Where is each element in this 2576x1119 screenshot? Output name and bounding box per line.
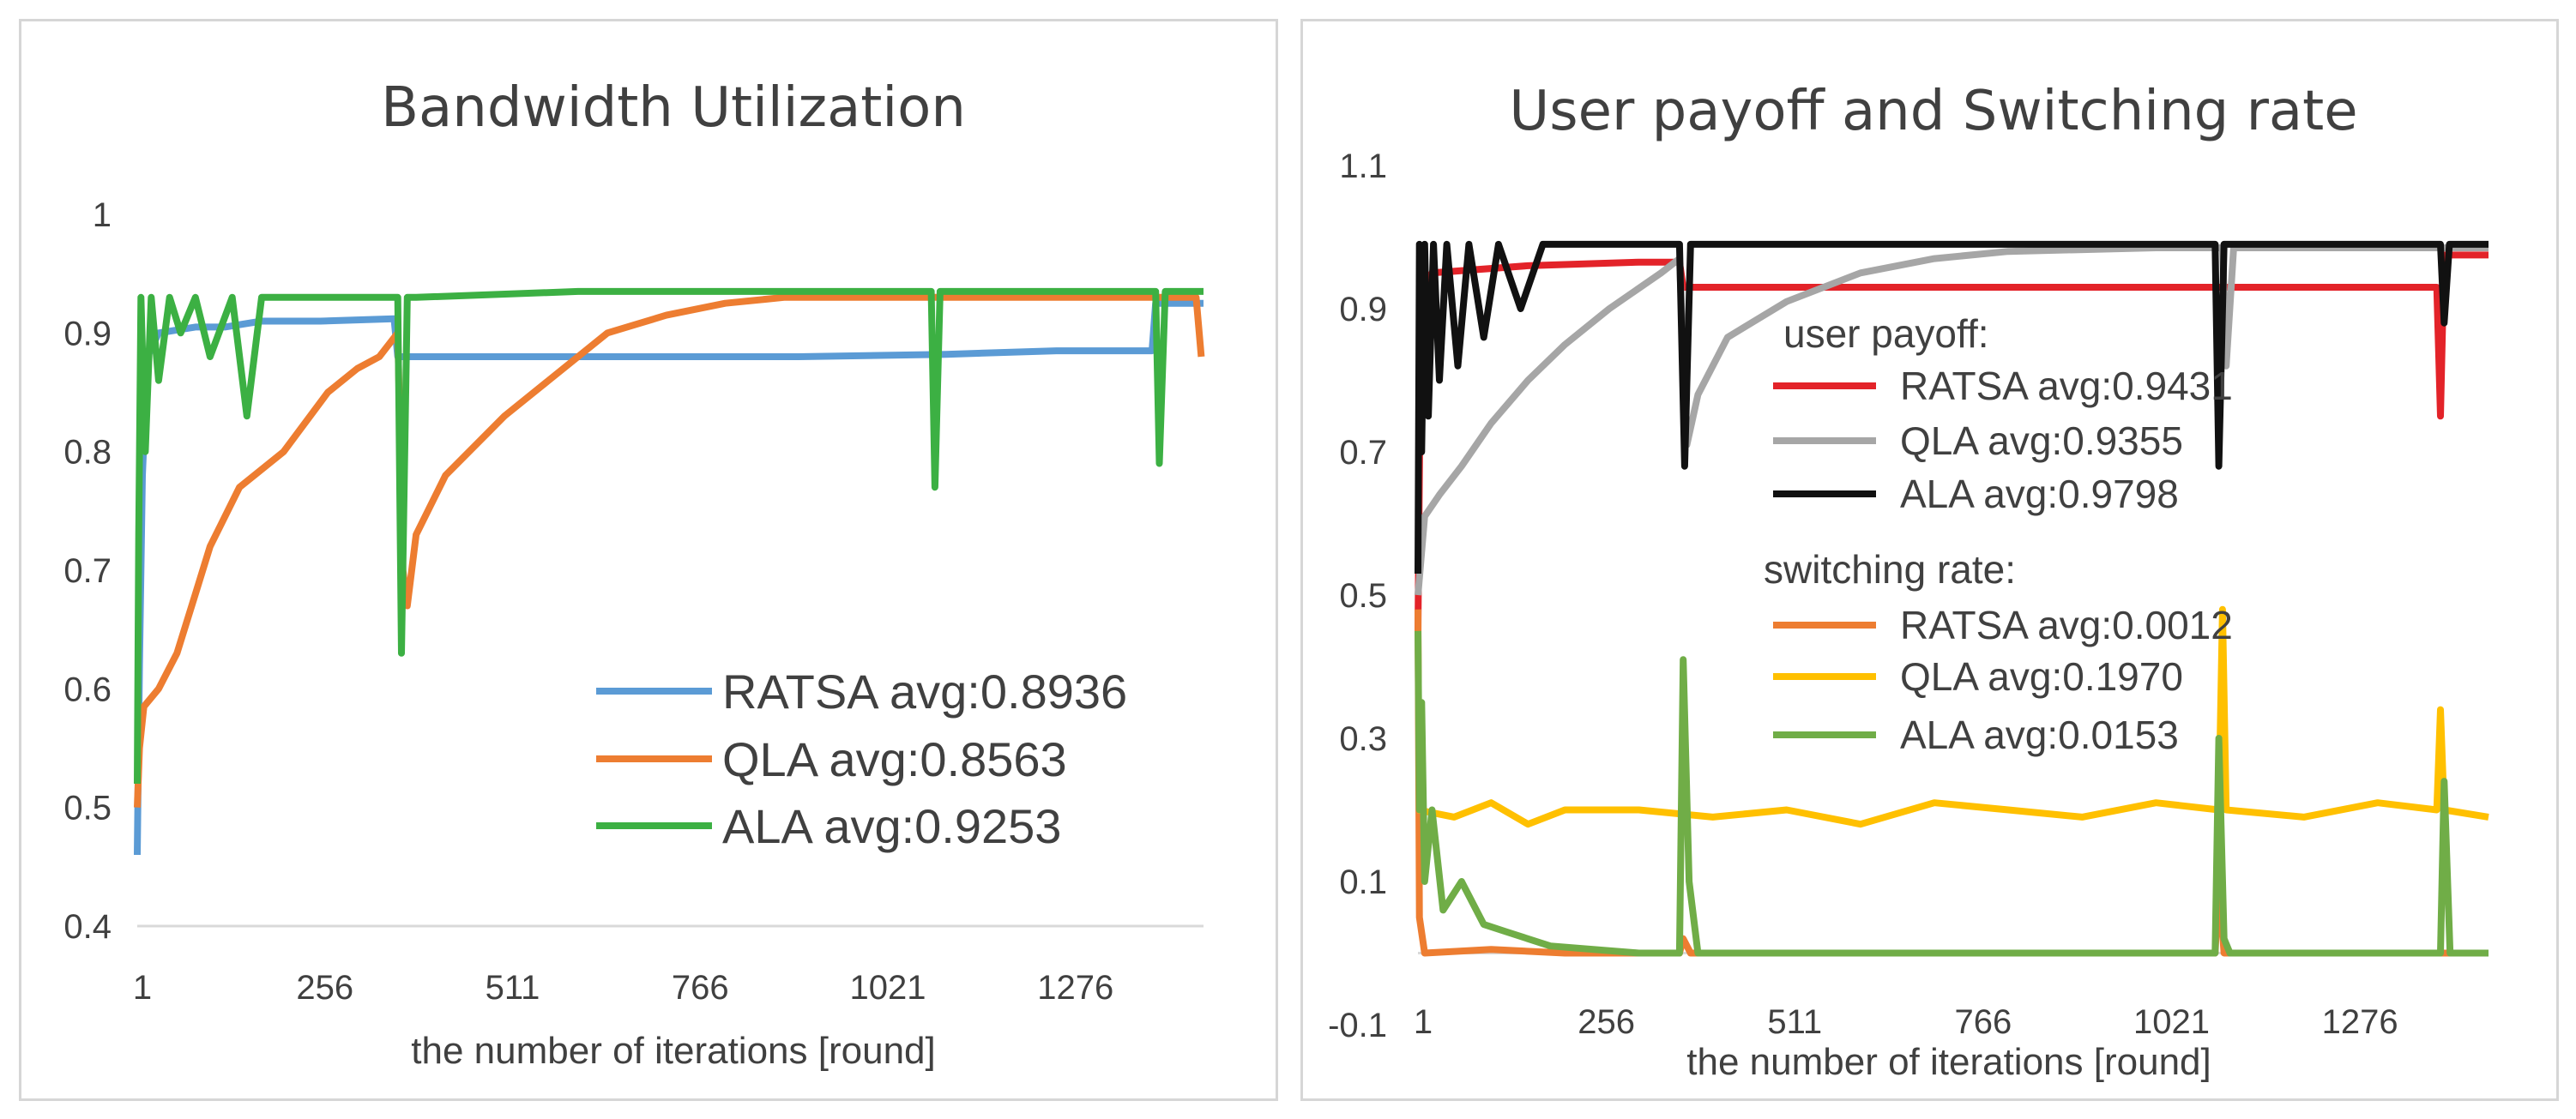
- y-tick-label: 0.5: [63, 790, 112, 827]
- legend-label: ALA avg:0.0153: [1900, 713, 2179, 757]
- legend-label: QLA avg:0.9355: [1900, 418, 2183, 463]
- y-tick-label: 0.3: [1339, 720, 1387, 758]
- y-tick-label: 1.1: [1339, 147, 1387, 185]
- y-tick-label: 0.9: [1339, 291, 1387, 328]
- chart-title: Bandwidth Utilization: [381, 76, 966, 140]
- x-tick-label: 1021: [849, 969, 926, 1007]
- legend-group-title: switching rate:: [1764, 547, 2016, 592]
- x-tick-label: 766: [1955, 1003, 2012, 1041]
- y-tick-label: 0.4: [63, 908, 112, 946]
- payoff-switching-chart-panel: User payoff and Switching rate -0.1 0.1 0.…: [1300, 19, 2559, 1101]
- x-tick-label: 1276: [1037, 969, 1113, 1007]
- series-line-qla: [134, 293, 1205, 808]
- bandwidth-chart-panel: Bandwidth Utilization 0.4 0.5 0.6 0.7 0.8 0.9…: [19, 19, 1278, 1101]
- y-tick-label: -0.1: [1328, 1007, 1387, 1044]
- series-line-ala: [134, 287, 1204, 785]
- bandwidth-chart: Bandwidth Utilization 0.4 0.5 0.6 0.7 0.8 0.9…: [63, 76, 1205, 1072]
- x-axis-label: the number of iterations [round]: [1686, 1041, 2211, 1083]
- x-tick-label: 511: [486, 969, 540, 1007]
- series-line-ala-switching-rate: [1415, 630, 2489, 957]
- legend-label: RATSA avg:0.8936: [722, 665, 1127, 719]
- legend-group-title: user payoff:: [1783, 311, 1989, 356]
- x-axis-label: the number of iterations [round]: [411, 1030, 935, 1072]
- y-tick-label: 0.6: [63, 671, 112, 708]
- x-tick-label: 1: [133, 969, 152, 1007]
- x-tick-label: 256: [296, 969, 353, 1007]
- y-tick-label: 1: [93, 196, 112, 234]
- legend-label: RATSA avg:0.0012: [1900, 603, 2233, 647]
- legend-label: QLA avg:0.1970: [1900, 654, 2183, 699]
- y-tick-label: 0.5: [1339, 577, 1387, 615]
- x-tick-label: 766: [672, 969, 729, 1007]
- x-tick-label: 1: [1414, 1003, 1433, 1041]
- x-tick-label: 1276: [2322, 1003, 2398, 1041]
- legend-label: ALA avg:0.9798: [1900, 472, 2179, 516]
- y-tick-label: 0.7: [1339, 434, 1387, 472]
- series-line-qla-switching-rate: [1417, 605, 2489, 828]
- series-line-ala-user-payoff: [1415, 240, 2489, 575]
- legend-label: QLA avg:0.8563: [722, 732, 1067, 786]
- y-tick-label: 0.9: [63, 315, 112, 352]
- y-tick-label: 0.1: [1339, 863, 1387, 901]
- legend-label: RATSA avg:0.9431: [1900, 364, 2233, 408]
- y-tick-label: 0.8: [63, 434, 112, 472]
- legend-label: ALA avg:0.9253: [722, 799, 1061, 853]
- series-line-qla-user-payoff: [1415, 244, 2489, 596]
- chart-title: User payoff and Switching rate: [1509, 80, 2357, 143]
- x-tick-label: 1021: [2133, 1003, 2210, 1041]
- x-tick-label: 511: [1767, 1003, 1822, 1041]
- payoff-switching-chart: User payoff and Switching rate -0.1 0.1 0.…: [1328, 80, 2489, 1083]
- y-tick-label: 0.7: [63, 552, 112, 590]
- x-tick-label: 256: [1578, 1003, 1635, 1041]
